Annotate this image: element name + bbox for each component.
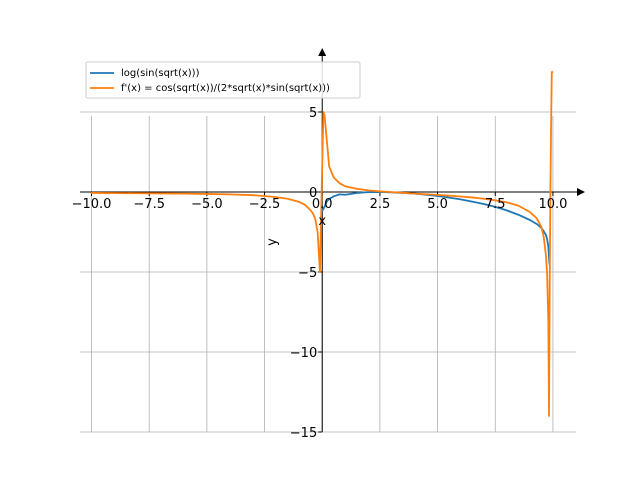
legend-label-series-2: f'(x) = cos(sqrt(x))/(2*sqrt(x)*sin(sqrt…: [121, 83, 330, 94]
legend-label-series-1: log(sin(sqrt(x))): [121, 68, 200, 79]
tick-labels: −10.0 −7.5 −5.0 −2.5 0.0 2.5 5.0 7.5 10.0 −15 −10 −…: [72, 106, 568, 441]
series-lines: [90, 71, 554, 417]
x-tick-label: −2.5: [249, 197, 281, 212]
legend-frame: [85, 61, 361, 99]
x-tick-label: 7.5: [485, 197, 506, 212]
legend: log(sin(sqrt(x))) f'(x) = cos(sqrt(x))/(…: [85, 61, 361, 99]
x-tick-label: 5.0: [427, 197, 448, 212]
x-tick-label: 10.0: [538, 197, 567, 212]
series-line-2: [90, 71, 554, 417]
axes: [80, 48, 585, 433]
y-tick-label: −10: [290, 346, 317, 361]
y-axis-label: y: [265, 238, 280, 246]
y-tick-label: −15: [290, 426, 317, 441]
x-tick-label: −5.0: [191, 197, 223, 212]
x-tick-label: −7.5: [133, 197, 165, 212]
x-tick-label: 0.0: [312, 197, 333, 212]
x-axis-label: x: [318, 214, 326, 229]
x-axis-arrow-icon: [577, 188, 585, 196]
x-tick-label: 2.5: [370, 197, 391, 212]
x-tick-label: −10.0: [72, 197, 112, 212]
y-tick-label: −5: [298, 266, 317, 281]
y-tick-label: 0: [309, 186, 317, 201]
y-axis-arrow-icon: [318, 48, 327, 56]
y-tick-label: 5: [309, 106, 317, 121]
